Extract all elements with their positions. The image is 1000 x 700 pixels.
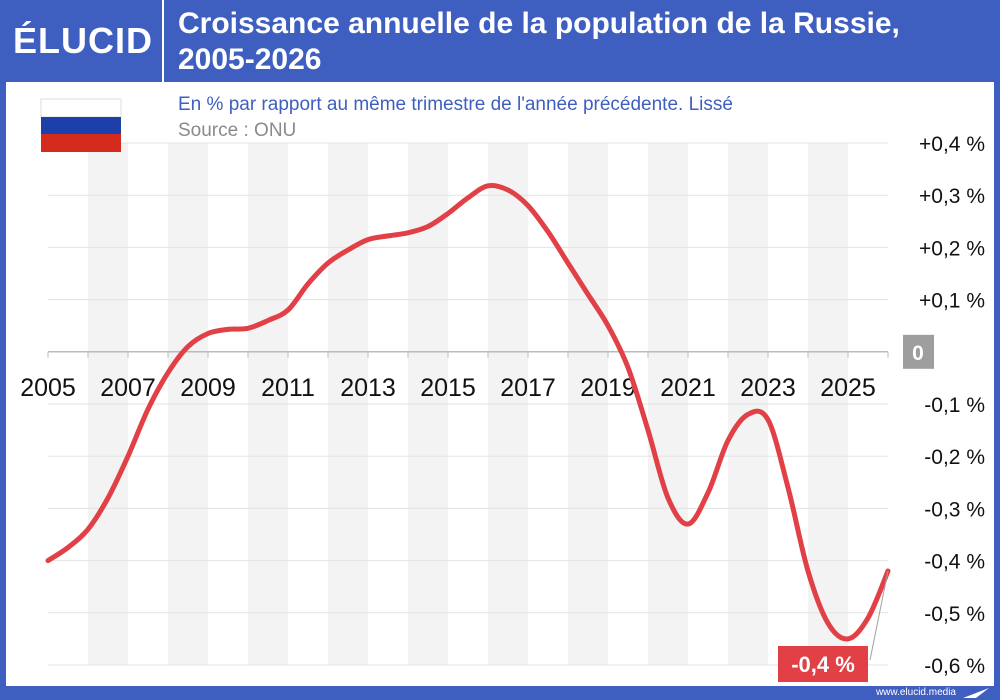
x-tick-label: 2015: [420, 374, 476, 402]
y-tick-label: +0,4 %: [919, 133, 985, 156]
y-tick-label: -0,3 %: [924, 498, 985, 521]
y-tick-label: -0,6 %: [924, 655, 985, 678]
chart-annotations: -0,4 %: [778, 570, 889, 682]
x-tick-label: 2021: [660, 374, 716, 402]
y-tick-label: +0,3 %: [919, 185, 985, 208]
flag-stripe-white: [40, 98, 122, 118]
x-tick-label: 2023: [740, 374, 796, 402]
chart-subtitle: En % par rapport au même trimestre de l'…: [178, 94, 733, 115]
population-growth-line: [45, 182, 891, 642]
last-value-badge: [778, 646, 868, 682]
y-axis: +0,4 % +0,3 % +0,2 % +0,1 % 0 -0,1 % -0,2 % -0,…: [903, 133, 985, 678]
chart-source: Source : ONU: [178, 120, 296, 141]
x-axis: 2005 2007 2009 2011 2013 2015 2017 2019 2021 2023…: [20, 351, 889, 402]
x-tick-label: 2005: [20, 374, 76, 402]
footer-url: www.elucid.media: [875, 687, 956, 698]
y-tick-label: -0,4 %: [924, 551, 985, 574]
y-tick-label: +0,1 %: [919, 290, 985, 313]
zero-label-badge: [903, 334, 934, 369]
x-tick-label: 2009: [180, 374, 236, 402]
y-tick-label: -0,5 %: [924, 603, 985, 626]
y-tick-label: -0,2 %: [924, 446, 985, 469]
elucid-logo: ÉLUCID: [13, 20, 153, 61]
chart-title: Croissance annuelle de la population de …: [178, 6, 988, 78]
chart-series: [45, 182, 891, 642]
header-divider: [162, 0, 164, 82]
flag-stripe-blue: [41, 117, 121, 134]
chart-title-line-1: Croissance annuelle de la population de …: [178, 7, 900, 40]
x-tick-label: 2019: [580, 374, 636, 402]
last-value-leader-line: [869, 570, 889, 661]
x-tick-label: 2017: [500, 374, 556, 402]
x-tick-label: 2013: [340, 374, 396, 402]
x-tick-label: 2007: [100, 374, 156, 402]
flag-stripe-red: [41, 134, 121, 152]
russia-flag-icon: [40, 98, 122, 152]
last-value-label: -0,4 %: [791, 652, 855, 677]
y-tick-label: +0,2 %: [919, 237, 985, 260]
x-tick-label: 2011: [261, 374, 315, 402]
header-bar: ÉLUCID Croissance annuelle de la populat…: [0, 0, 1000, 82]
elucid-paper-plane-icon: [963, 688, 989, 698]
chart-title-line-2: 2005-2026: [178, 43, 322, 76]
x-tick-label: 2025: [820, 374, 876, 402]
y-tick-label: -0,1 %: [924, 394, 985, 417]
y-tick-label: 0: [912, 342, 924, 365]
